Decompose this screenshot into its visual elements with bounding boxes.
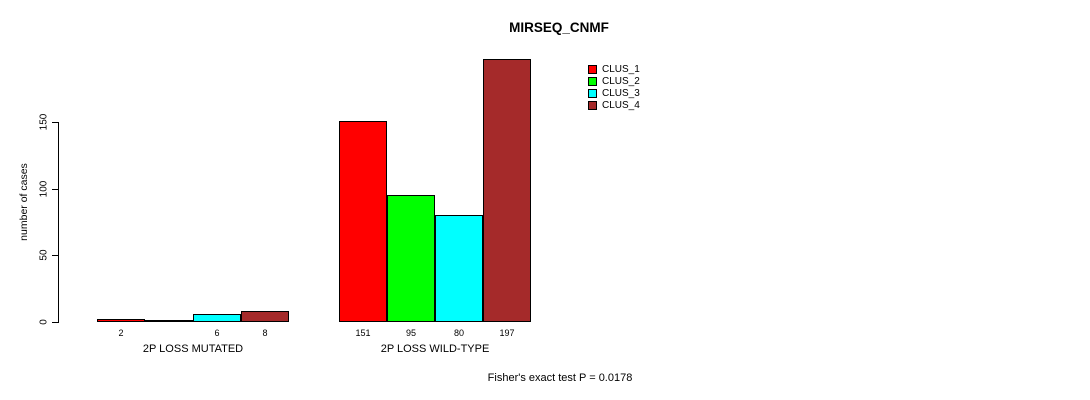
legend-label: CLUS_4 bbox=[602, 99, 640, 111]
legend-swatch-icon bbox=[588, 100, 597, 110]
legend-swatch-icon bbox=[588, 64, 597, 74]
legend-label: CLUS_2 bbox=[602, 75, 640, 87]
y-axis-label: number of cases bbox=[18, 163, 30, 241]
bar-clus_2 bbox=[387, 195, 435, 322]
y-tick-label: 50 bbox=[38, 249, 50, 261]
bar-value-label: 95 bbox=[405, 328, 417, 338]
bar-clus_3 bbox=[435, 215, 483, 322]
y-axis-line bbox=[58, 122, 59, 323]
y-axis-tick bbox=[52, 189, 58, 190]
bar-value-label: 80 bbox=[453, 328, 465, 338]
bar-value-label: 197 bbox=[499, 328, 515, 338]
y-axis-tick bbox=[52, 322, 58, 323]
bar-clus_1 bbox=[339, 121, 387, 322]
bar-clus_3 bbox=[193, 314, 241, 322]
legend-swatch-icon bbox=[588, 88, 597, 98]
y-tick-label: 150 bbox=[38, 113, 50, 131]
legend-item-clus_4: CLUS_4 bbox=[588, 99, 640, 111]
legend-label: CLUS_1 bbox=[602, 63, 640, 75]
category-label: 2P LOSS WILD-TYPE bbox=[380, 343, 490, 355]
bar-clus_4 bbox=[241, 311, 289, 322]
legend-swatch-icon bbox=[588, 76, 597, 86]
legend-item-clus_2: CLUS_2 bbox=[588, 75, 640, 87]
legend-item-clus_3: CLUS_3 bbox=[588, 87, 640, 99]
footer-note: Fisher's exact test P = 0.0178 bbox=[487, 372, 633, 384]
bar-clus_4 bbox=[483, 59, 531, 322]
legend-item-clus_1: CLUS_1 bbox=[588, 63, 640, 75]
chart-title: MIRSEQ_CNMF bbox=[509, 20, 609, 35]
y-tick-label: 100 bbox=[38, 180, 50, 198]
legend: CLUS_1 CLUS_2 CLUS_3 CLUS_4 bbox=[588, 63, 640, 111]
bar-value-label: 6 bbox=[214, 328, 220, 338]
y-axis-tick bbox=[52, 122, 58, 123]
bar-value-label: 151 bbox=[355, 328, 371, 338]
bar-value-label: 2 bbox=[118, 328, 124, 338]
y-tick-label: 0 bbox=[38, 319, 50, 325]
category-label: 2P LOSS MUTATED bbox=[142, 343, 244, 355]
y-axis-tick bbox=[52, 255, 58, 256]
legend-label: CLUS_3 bbox=[602, 87, 640, 99]
bar-value-label: 8 bbox=[262, 328, 268, 338]
bar-clus_1 bbox=[97, 319, 145, 322]
bar-clus_2-zero bbox=[145, 320, 193, 322]
